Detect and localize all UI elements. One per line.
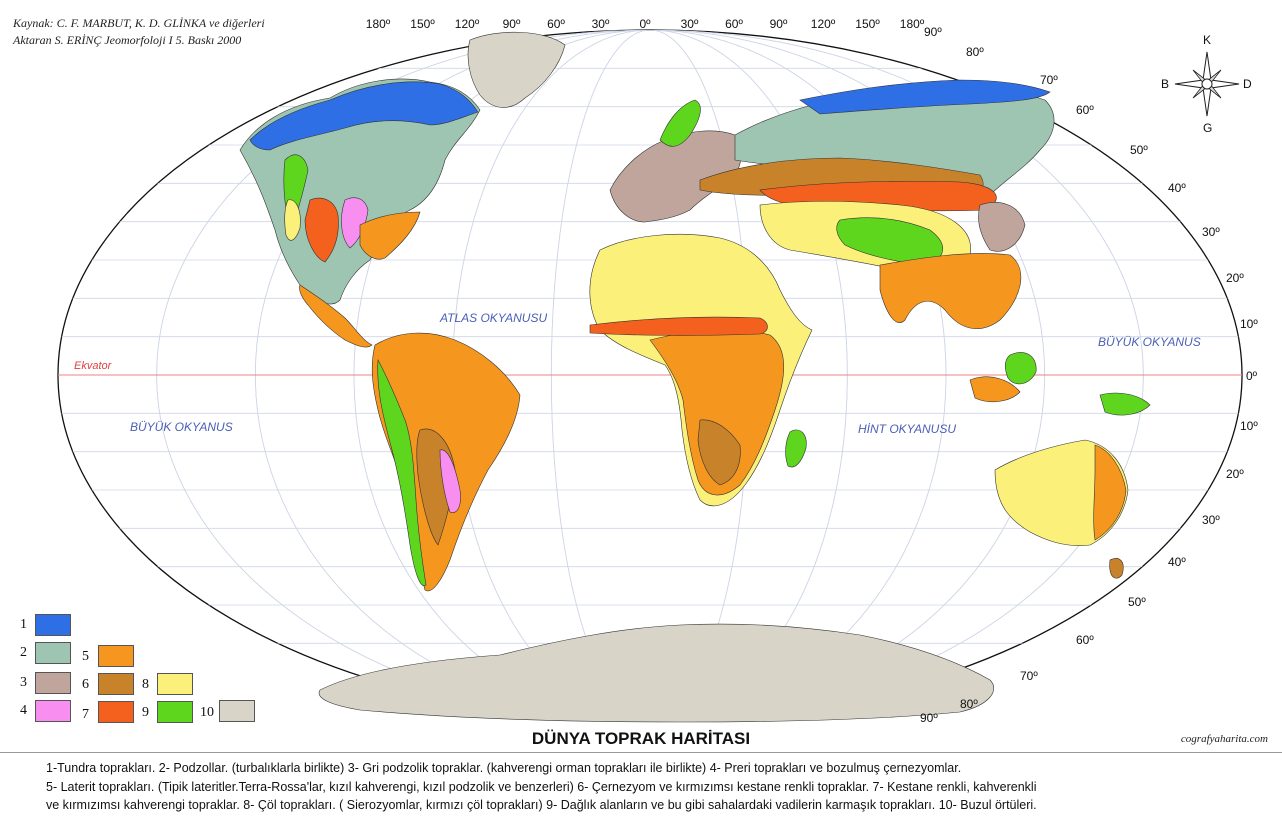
compass-north: K [1203,33,1211,47]
latitude-label: 60º [1076,633,1094,647]
world-map: ATLAS OKYANUSU BÜYÜK OKYANUS BÜYÜK OKYAN… [57,17,1258,725]
website-credit: cografyaharita.com [1180,733,1268,745]
na-chestnut [304,197,339,263]
atlas-ocean-label: ATLAS OKYANUSU [439,311,547,325]
pacific-east-label: BÜYÜK OKYANUS [1098,335,1201,349]
longitude-label: 60º [725,17,743,31]
scandinavia [659,99,701,147]
central-america [299,284,373,348]
legend-line-1: 1-Tundra toprakları. 2- Podzollar. (turb… [46,761,962,775]
legend-swatch-1 [35,614,71,636]
asia-tundra [799,79,1051,115]
asia-laterite [879,253,1022,329]
legend-num-3: 3 [20,675,27,690]
latitude-label: 80º [960,697,978,711]
sa-prairie [439,449,461,513]
latitude-label: 90º [924,25,942,39]
legend-swatch-6 [98,673,134,695]
legend-swatch-5 [98,645,134,667]
compass-west: B [1161,77,1169,91]
legend-swatch-9 [157,701,193,723]
legend-description: 1-Tundra toprakları. 2- Podzollar. (turb… [0,752,1282,823]
compass-east: D [1243,77,1252,91]
legend-swatch-8 [157,673,193,695]
longitude-label: 180º [900,17,925,31]
longitude-label: 60º [547,17,565,31]
longitude-label: 120º [811,17,836,31]
na-laterite [359,211,421,260]
legend-num-2: 2 [20,645,27,660]
latitude-label: 70º [1020,669,1038,683]
source-line-2: Aktaran S. ERİNÇ Jeomorfoloji I 5. Baskı… [13,33,242,47]
africa-chernozem [697,419,741,486]
equator-label: Ekvator [74,360,113,372]
sa-andes [377,358,427,587]
legend-swatch-7 [98,701,134,723]
na-tundra [249,81,479,151]
latitude-label: 70º [1040,73,1058,87]
legend-num-4: 4 [20,703,27,718]
longitude-label: 30º [681,17,699,31]
legend-num-8: 8 [142,677,149,692]
australia-east [1093,444,1127,541]
africa-chestnut [589,316,768,336]
longitude-label: 150º [855,17,880,31]
latitude-label: 40º [1168,555,1186,569]
ocean-labels: ATLAS OKYANUSU BÜYÜK OKYANUS BÜYÜK OKYAN… [74,311,1201,436]
na-desert [284,199,301,241]
legend-swatch-10 [219,700,255,722]
longitude-label: 0º [639,17,651,31]
sea-islands [969,376,1021,403]
latitude-label: 90º [920,711,938,725]
map-frame: ATLAS OKYANUSU BÜYÜK OKYANUS BÜYÜK OKYAN… [13,16,1268,748]
longitude-label: 120º [455,17,480,31]
new-zealand [1109,558,1124,579]
latitude-label: 10º [1240,317,1258,331]
latitude-label: 30º [1202,513,1220,527]
legend-num-10: 10 [200,705,214,720]
longitude-label: 90º [770,17,788,31]
new-guinea [1099,392,1151,416]
latitude-label: 60º [1076,103,1094,117]
latitude-label: 80º [966,45,984,59]
longitude-label: 150º [410,17,435,31]
legend-num-7: 7 [82,707,89,722]
latitude-label: 20º [1226,271,1244,285]
compass-center [1201,78,1213,90]
madagascar [785,429,807,468]
legend-num-6: 6 [82,677,89,692]
latitude-label: 50º [1128,595,1146,609]
legend-line-2: 5- Laterit toprakları. (Tipik lateritler… [46,780,1037,794]
legend-num-5: 5 [82,649,89,664]
legend-swatch-3 [35,672,71,694]
pacific-west-label: BÜYÜK OKYANUS [130,420,233,434]
source-line-1: Kaynak: C. F. MARBUT, K. D. GLİNKA ve di… [13,16,265,30]
latitude-label: 30º [1202,225,1220,239]
greenland-ice [467,31,566,108]
land-masses [239,31,1151,723]
antarctica [318,623,995,723]
longitude-labels: 180º 150º 120º 90º 60º 30º 0º 30º 60º 90º 120º 150º… [366,17,925,31]
latitude-label: 20º [1226,467,1244,481]
compass-south: G [1203,121,1212,135]
latitude-labels: 90º 80º 70º 60º 50º 40º 30º 20º 10º 0º 10º 20º 30º 40… [920,25,1258,725]
legend-num-9: 9 [142,705,149,720]
map-title: DÜNYA TOPRAK HARİTASI [531,729,751,748]
latitude-label: 40º [1168,181,1186,195]
legend-line-3: ve kırmızımsı kahverengi topraklar. 8- Ç… [46,798,1037,812]
longitude-label: 30º [592,17,610,31]
longitude-label: 180º [366,17,391,31]
indian-ocean-label: HİNT OKYANUSU [858,422,956,436]
latitude-label: 10º [1240,419,1258,433]
borneo [1004,352,1037,385]
legend-num-1: 1 [20,617,27,632]
east-asia-gray [978,202,1026,252]
legend-swatch-4 [35,700,71,722]
legend-swatch-2 [35,642,71,664]
compass-rose: K G D B [1161,33,1252,135]
latitude-label: 50º [1130,143,1148,157]
longitude-label: 90º [503,17,521,31]
latitude-label: 0º [1246,369,1258,383]
